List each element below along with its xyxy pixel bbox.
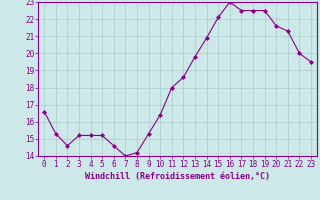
X-axis label: Windchill (Refroidissement éolien,°C): Windchill (Refroidissement éolien,°C) [85,172,270,181]
